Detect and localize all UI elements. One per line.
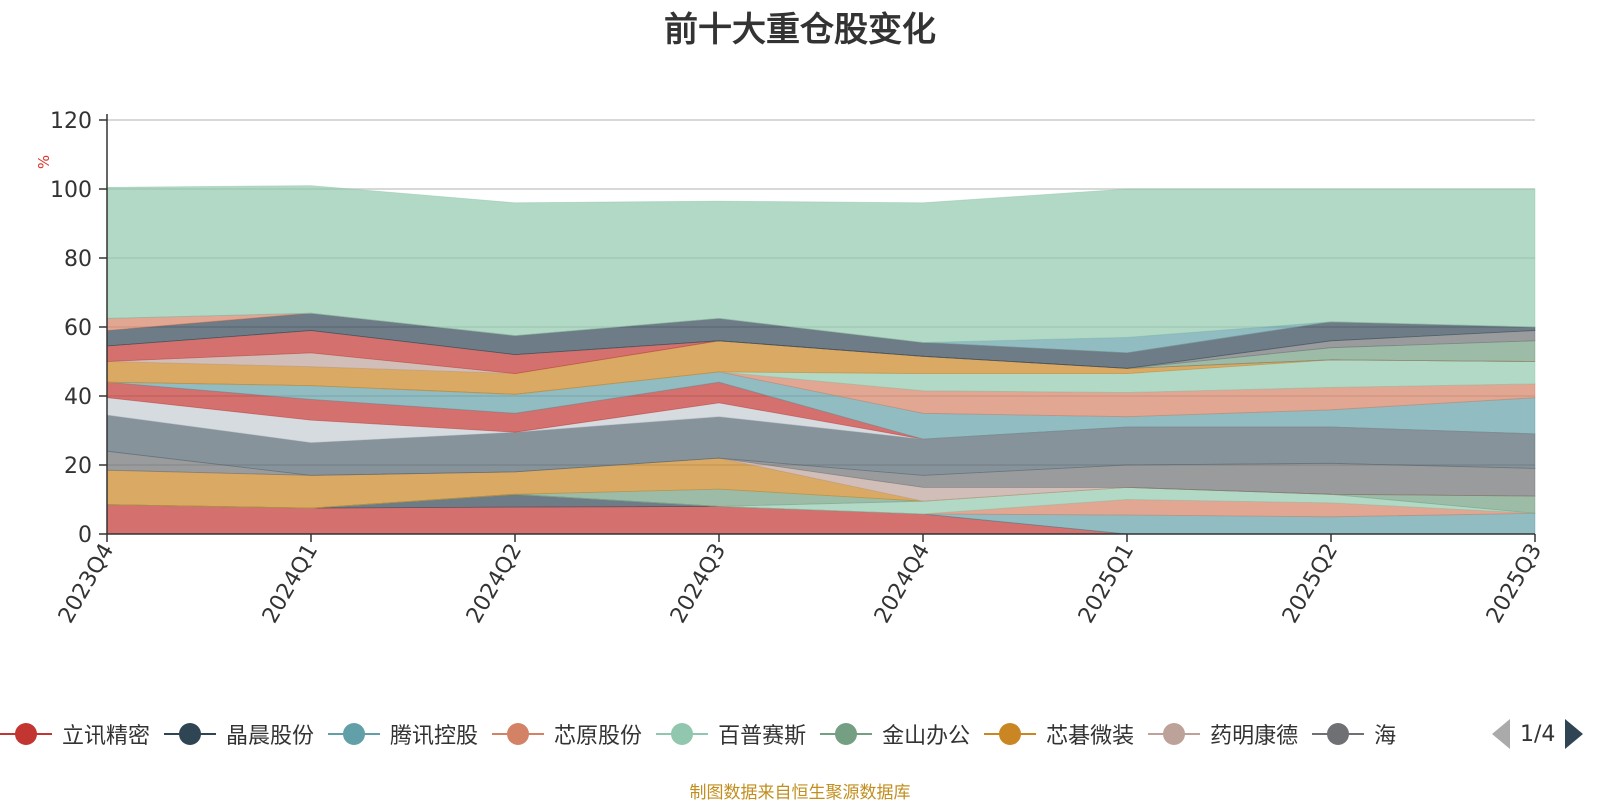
next-page-icon[interactable] [1565,719,1584,749]
legend-item-label: 海 [1374,724,1397,749]
y-axis-label: % [35,155,53,169]
y-tick-label-3: 60 [64,316,92,341]
area-layer-23 [106,185,1536,343]
legend-item-2[interactable]: 腾讯控股 [328,714,478,754]
legend-item-label: 百普赛斯 [718,724,807,749]
x-tick-label-7: 2025Q3 [1482,540,1547,628]
legend-page-indicator: 1/4 [1520,721,1556,747]
y-tick-label-2: 40 [64,385,92,410]
legend-swatch-icon [0,722,52,746]
legend-item-3[interactable]: 芯原股份 [492,714,642,754]
legend-swatch-icon [492,722,545,746]
legend-item-7[interactable]: 药明康德 [1148,714,1298,754]
legend-item-6[interactable]: 芯碁微装 [984,714,1134,754]
y-tick-label-0: 0 [78,523,92,548]
legend-item-1[interactable]: 晶晨股份 [164,714,314,754]
x-tick-label-5: 2025Q1 [1074,540,1139,628]
source-note: 制图数据来自恒生聚源数据库 [689,783,911,803]
legend-item-label: 立讯精密 [62,724,151,749]
legend-swatch-icon [164,722,217,746]
legend-swatch-icon [328,722,381,746]
legend-swatch-icon [656,722,709,746]
legend-item-0[interactable]: 立讯精密 [0,714,150,754]
legend-swatch-icon [1148,722,1201,746]
x-tick-label-3: 2024Q3 [666,540,731,628]
legend-item-label: 腾讯控股 [390,724,479,749]
legend-item-4[interactable]: 百普赛斯 [656,714,806,754]
y-tick-label-1: 20 [64,454,92,479]
legend-item-label: 金山办公 [882,724,971,749]
legend-pager: 1/4 [1492,716,1584,752]
x-tick-label-2: 2024Q2 [462,540,527,628]
legend-item-label: 芯碁微装 [1046,724,1135,749]
legend-item-5[interactable]: 金山办公 [820,714,970,754]
previous-page-icon[interactable] [1492,719,1510,749]
x-tick-label-0: 2023Q4 [54,540,119,628]
x-tick-label-6: 2025Q2 [1278,540,1343,628]
y-tick-label-4: 80 [64,247,92,272]
x-tick-label-4: 2024Q4 [870,540,935,628]
y-tick-label-6: 120 [50,109,92,134]
legend-item-label: 晶晨股份 [226,724,315,749]
legend-item-label: 药明康德 [1210,724,1299,749]
legend-item-8[interactable]: 海 [1312,714,1396,754]
legend: 立讯精密 晶晨股份 腾讯控股 芯原股份 百普赛斯 金山办公 芯碁微装 药明康德 海 [0,714,1460,754]
y-tick-label-5: 100 [50,178,92,203]
legend-swatch-icon [984,722,1037,746]
legend-swatch-icon [820,722,873,746]
legend-swatch-icon [1312,722,1365,746]
chart-title: 前十大重仓股变化 [664,10,936,50]
x-tick-label-1: 2024Q1 [258,540,323,628]
legend-item-label: 芯原股份 [554,724,643,749]
